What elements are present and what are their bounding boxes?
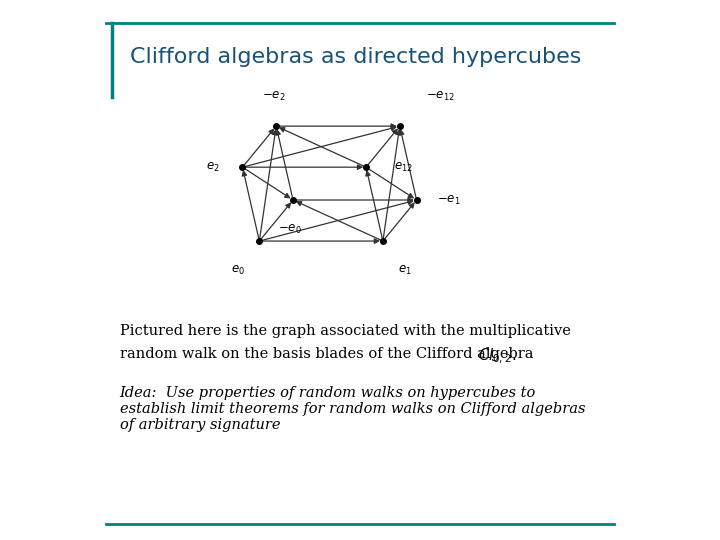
- Text: Idea:  Use properties of random walks on hypercubes to
establish limit theorems : Idea: Use properties of random walks on …: [120, 386, 585, 433]
- Text: Pictured here is the graph associated with the multiplicative: Pictured here is the graph associated wi…: [120, 324, 570, 338]
- Text: Clifford algebras as directed hypercubes: Clifford algebras as directed hypercubes: [130, 46, 582, 67]
- Text: $-e_1$: $-e_1$: [437, 193, 461, 207]
- Text: $\mathit{Cl}_{0,2}$.: $\mathit{Cl}_{0,2}$.: [478, 347, 516, 366]
- Text: $e_1$: $e_1$: [397, 264, 411, 278]
- Text: $-e_2$: $-e_2$: [262, 90, 285, 103]
- Text: $e_0$: $e_0$: [231, 264, 245, 278]
- Text: $e_2$: $e_2$: [206, 160, 220, 174]
- Text: $e_{12}$: $e_{12}$: [395, 160, 413, 174]
- Text: random walk on the basis blades of the Clifford algebra: random walk on the basis blades of the C…: [120, 347, 538, 361]
- Text: $-e_0$: $-e_0$: [279, 223, 302, 237]
- Text: $-e_{12}$: $-e_{12}$: [426, 90, 454, 103]
